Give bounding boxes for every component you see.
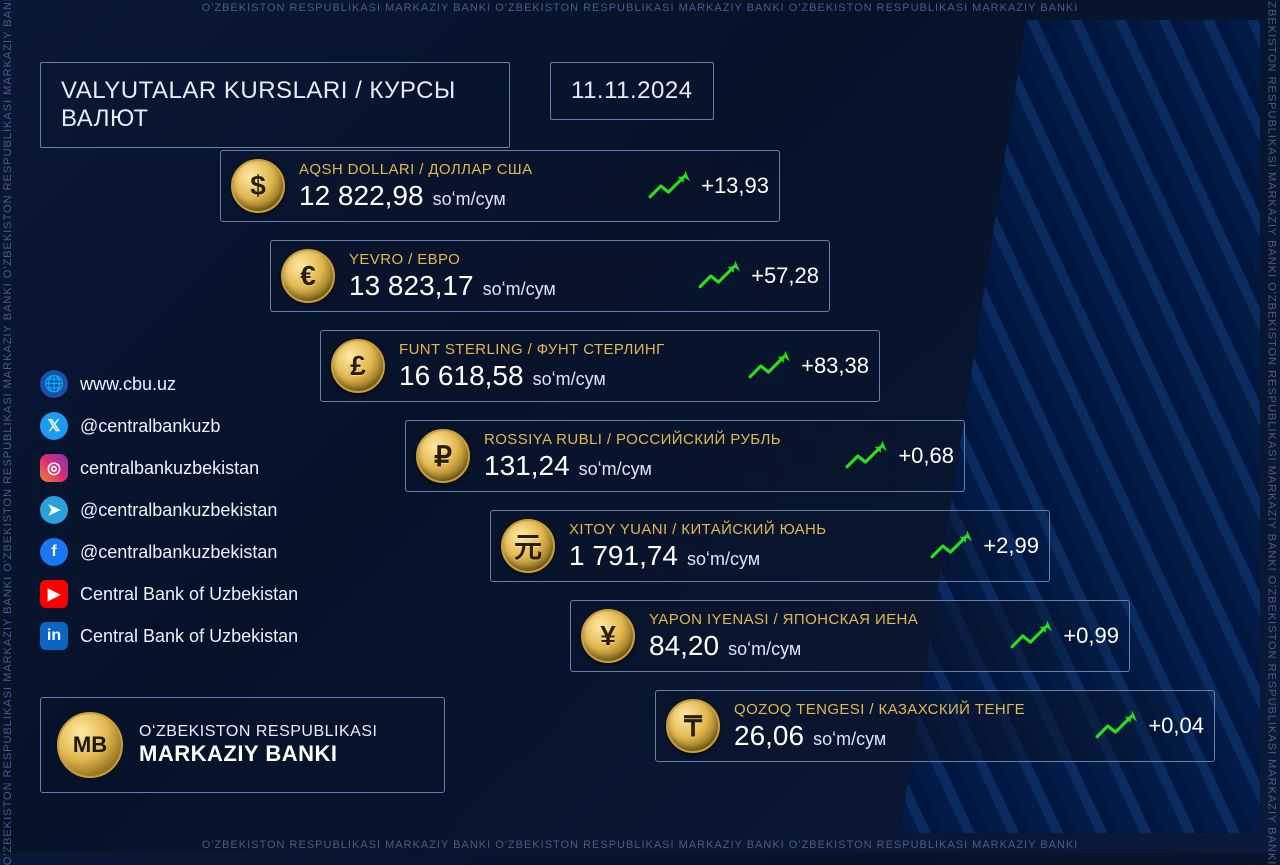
border-text-bottom: O'ZBEKISTON RESPUBLIKASI MARKAZIY BANKI … (0, 839, 1280, 851)
currency-row: ₽ ROSSIYA RUBLI / РОССИЙСКИЙ РУБЛЬ 131,2… (405, 420, 965, 492)
trend-arrow-icon (844, 437, 890, 475)
currency-change: +83,38 (801, 353, 869, 379)
social-handle: @centralbankuzbekistan (80, 500, 277, 521)
social-item[interactable]: 🌐 www.cbu.uz (40, 370, 298, 398)
currency-rate: 13 823,17 soʻm/сум (349, 270, 685, 302)
title-box: VALYUTALAR KURSLARI / КУРСЫ ВАЛЮТ (40, 62, 510, 148)
trend-arrow-icon (929, 527, 975, 565)
currency-change-wrap: +83,38 (747, 347, 869, 385)
currency-change: +0,99 (1063, 623, 1119, 649)
currency-row: € YEVRO / ЕВРО 13 823,17 soʻm/сум +57,28 (270, 240, 830, 312)
currency-coin-icon: $ (231, 159, 285, 213)
linkedin-icon: in (40, 622, 68, 650)
currency-name: XITOY YUANI / КИТАЙСКИЙ ЮАНЬ (569, 521, 917, 538)
currency-name: YEVRO / ЕВРО (349, 251, 685, 268)
date-text: 11.11.2024 (571, 77, 693, 104)
currency-coin-icon: ₽ (416, 429, 470, 483)
social-item[interactable]: f @centralbankuzbekistan (40, 538, 298, 566)
social-list: 🌐 www.cbu.uz 𝕏 @centralbankuzb ◎ central… (40, 370, 298, 650)
currency-unit: soʻm/сум (808, 729, 886, 749)
social-item[interactable]: 𝕏 @centralbankuzb (40, 412, 298, 440)
currency-row: £ FUNT STERLING / ФУНТ СТЕРЛИНГ 16 618,5… (320, 330, 880, 402)
currency-change-wrap: +57,28 (697, 257, 819, 295)
currency-coin-icon: ₸ (666, 699, 720, 753)
border-text-right: O'ZBEKISTON RESPUBLIKASI MARKAZIY BANKI … (1266, 0, 1278, 865)
social-item[interactable]: ◎ centralbankuzbekistan (40, 454, 298, 482)
currency-coin-icon: € (281, 249, 335, 303)
currency-texts: XITOY YUANI / КИТАЙСКИЙ ЮАНЬ 1 791,74 so… (569, 521, 917, 572)
currency-coin-icon: ¥ (581, 609, 635, 663)
currency-texts: YAPON IYENASI / ЯПОНСКАЯ ИЕНА 84,20 soʻm… (649, 611, 997, 662)
currency-coin-icon: 元 (501, 519, 555, 573)
currency-rate: 12 822,98 soʻm/сум (299, 180, 635, 212)
currency-change-wrap: +13,93 (647, 167, 769, 205)
bank-logo-icon: MB (57, 712, 123, 778)
social-item[interactable]: ▶ Central Bank of Uzbekistan (40, 580, 298, 608)
currency-change-wrap: +0,99 (1009, 617, 1119, 655)
currency-row: 元 XITOY YUANI / КИТАЙСКИЙ ЮАНЬ 1 791,74 … (490, 510, 1050, 582)
currency-name: FUNT STERLING / ФУНТ СТЕРЛИНГ (399, 341, 735, 358)
currency-unit: soʻm/сум (682, 549, 760, 569)
facebook-icon: f (40, 538, 68, 566)
social-handle: @centralbankuzb (80, 416, 220, 437)
currency-name: QOZOQ TENGESI / КАЗАХСКИЙ ТЕНГЕ (734, 701, 1082, 718)
currency-row: ¥ YAPON IYENASI / ЯПОНСКАЯ ИЕНА 84,20 so… (570, 600, 1130, 672)
bank-logo-text: MB (73, 732, 107, 758)
trend-arrow-icon (647, 167, 693, 205)
bank-box: MB OʻZBEKISTON RESPUBLIKASI MARKAZIY BAN… (40, 697, 445, 793)
currency-texts: AQSH DOLLARI / ДОЛЛАР США 12 822,98 soʻm… (299, 161, 635, 212)
border-text-left: O'ZBEKISTON RESPUBLIKASI MARKAZIY BANKI … (2, 0, 14, 865)
currency-row: $ AQSH DOLLARI / ДОЛЛАР США 12 822,98 so… (220, 150, 780, 222)
currency-unit: soʻm/сум (528, 369, 606, 389)
globe-icon: 🌐 (40, 370, 68, 398)
currency-change: +13,93 (701, 173, 769, 199)
twitter-icon: 𝕏 (40, 412, 68, 440)
currency-texts: ROSSIYA RUBLI / РОССИЙСКИЙ РУБЛЬ 131,24 … (484, 431, 832, 482)
currency-rate: 16 618,58 soʻm/сум (399, 360, 735, 392)
date-box: 11.11.2024 (550, 62, 714, 120)
currency-change-wrap: +0,04 (1094, 707, 1204, 745)
currency-rate: 84,20 soʻm/сум (649, 630, 997, 662)
currency-change: +0,68 (898, 443, 954, 469)
currency-unit: soʻm/сум (723, 639, 801, 659)
social-handle: @centralbankuzbekistan (80, 542, 277, 563)
currency-coin-icon: £ (331, 339, 385, 393)
social-handle: Central Bank of Uzbekistan (80, 584, 298, 605)
currency-rate: 26,06 soʻm/сум (734, 720, 1082, 752)
trend-arrow-icon (1009, 617, 1055, 655)
currency-texts: YEVRO / ЕВРО 13 823,17 soʻm/сум (349, 251, 685, 302)
social-item[interactable]: in Central Bank of Uzbekistan (40, 622, 298, 650)
currency-name: ROSSIYA RUBLI / РОССИЙСКИЙ РУБЛЬ (484, 431, 832, 448)
social-handle: www.cbu.uz (80, 374, 176, 395)
currency-rate: 1 791,74 soʻm/сум (569, 540, 917, 572)
currency-unit: soʻm/сум (574, 459, 652, 479)
currency-rate: 131,24 soʻm/сум (484, 450, 832, 482)
trend-arrow-icon (697, 257, 743, 295)
currency-name: YAPON IYENASI / ЯПОНСКАЯ ИЕНА (649, 611, 997, 628)
youtube-icon: ▶ (40, 580, 68, 608)
border-text-top: O'ZBEKISTON RESPUBLIKASI MARKAZIY BANKI … (0, 2, 1280, 14)
telegram-icon: ➤ (40, 496, 68, 524)
social-handle: centralbankuzbekistan (80, 458, 259, 479)
currency-unit: soʻm/сум (478, 279, 556, 299)
currency-texts: QOZOQ TENGESI / КАЗАХСКИЙ ТЕНГЕ 26,06 so… (734, 701, 1082, 752)
currency-change-wrap: +0,68 (844, 437, 954, 475)
social-item[interactable]: ➤ @centralbankuzbekistan (40, 496, 298, 524)
currency-texts: FUNT STERLING / ФУНТ СТЕРЛИНГ 16 618,58 … (399, 341, 735, 392)
trend-arrow-icon (1094, 707, 1140, 745)
currency-change-wrap: +2,99 (929, 527, 1039, 565)
bank-line1: OʻZBEKISTON RESPUBLIKASI (139, 723, 377, 741)
currency-unit: soʻm/сум (428, 189, 506, 209)
currency-change: +0,04 (1148, 713, 1204, 739)
trend-arrow-icon (747, 347, 793, 385)
bank-line2: MARKAZIY BANKI (139, 741, 377, 767)
currency-change: +57,28 (751, 263, 819, 289)
social-handle: Central Bank of Uzbekistan (80, 626, 298, 647)
currency-name: AQSH DOLLARI / ДОЛЛАР США (299, 161, 635, 178)
currency-change: +2,99 (983, 533, 1039, 559)
currency-row: ₸ QOZOQ TENGESI / КАЗАХСКИЙ ТЕНГЕ 26,06 … (655, 690, 1215, 762)
bank-text: OʻZBEKISTON RESPUBLIKASI MARKAZIY BANKI (139, 723, 377, 767)
page-title: VALYUTALAR KURSLARI / КУРСЫ ВАЛЮТ (61, 77, 456, 132)
instagram-icon: ◎ (40, 454, 68, 482)
